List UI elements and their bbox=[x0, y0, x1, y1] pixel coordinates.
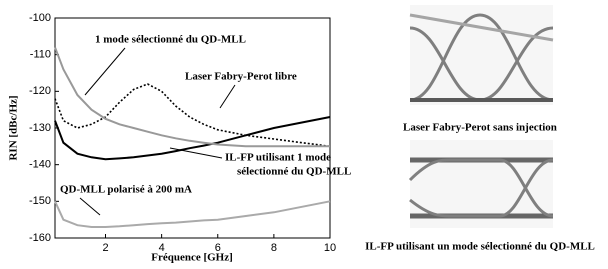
y-tick-label: -100 bbox=[29, 12, 51, 24]
y-tick-label: -150 bbox=[29, 195, 51, 207]
y-tick-label: -140 bbox=[29, 159, 51, 171]
eye-diagram bbox=[410, 5, 553, 105]
eye-caption: IL-FP utilisant un mode sélectionné du Q… bbox=[365, 241, 595, 253]
eye-caption: Laser Fabry-Perot sans injection bbox=[403, 122, 557, 134]
arrow bbox=[170, 148, 222, 158]
y-tick-label: -110 bbox=[30, 49, 51, 61]
y-axis-label: RIN [dBc/Hz] bbox=[8, 95, 20, 160]
annotation: IL-FP utilisant 1 mode bbox=[225, 152, 331, 164]
arrow bbox=[85, 48, 125, 95]
x-tick-label: 8 bbox=[271, 242, 277, 254]
y-tick-label: -130 bbox=[29, 122, 51, 134]
annotation: sélectionné du QD-MLL bbox=[237, 166, 351, 178]
x-tick-label: 10 bbox=[324, 242, 336, 254]
arrow bbox=[80, 198, 100, 215]
eye-diagram bbox=[410, 140, 553, 228]
annotation: Laser Fabry-Perot libre bbox=[185, 71, 297, 83]
plot-frame bbox=[55, 18, 330, 238]
annotation: 1 mode sélectionné du QD-MLL bbox=[95, 34, 246, 46]
x-tick-label: 4 bbox=[159, 242, 165, 254]
x-tick-label: 2 bbox=[102, 242, 108, 254]
y-tick-label: -160 bbox=[29, 232, 51, 244]
arrow bbox=[220, 85, 235, 108]
series-line bbox=[55, 201, 330, 227]
y-tick-label: -120 bbox=[29, 85, 51, 97]
annotation: QD-MLL polarisé à 200 mA bbox=[60, 184, 192, 196]
series-line bbox=[55, 84, 330, 146]
x-tick-label: 6 bbox=[215, 242, 221, 254]
figure: Laser Fabry-Perot sans injection IL-FP u… bbox=[0, 0, 608, 269]
series-line bbox=[55, 47, 330, 146]
